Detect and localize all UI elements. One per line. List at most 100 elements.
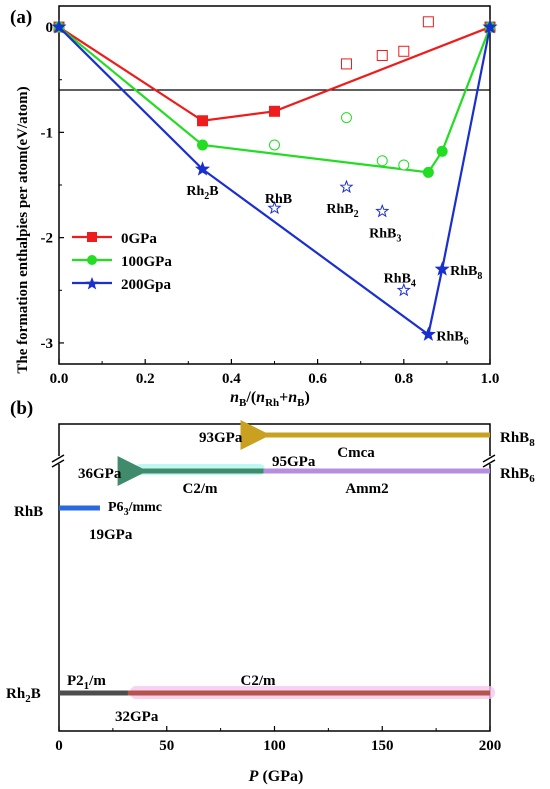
rh2b-main: Rh [6, 686, 26, 702]
x-tick-label-a-5: 1.0 [481, 371, 500, 387]
phase-label-rh2b-c2m: C2/m [241, 673, 277, 689]
legend-marker-0gpa [87, 232, 97, 242]
pressure-label-95gpa: 95GPa [272, 454, 316, 470]
phase-label-cmca: Cmca [337, 445, 375, 461]
y-tick-label-a-2: -2 [41, 231, 54, 247]
offhull-point-100gpa-1 [340, 112, 352, 124]
legend-label-200gpa: 200Gpa [121, 277, 172, 293]
compound-label-a-sub-5: 6 [464, 337, 469, 348]
axis-break-mark-right-2 [482, 459, 496, 468]
offhull-point-100gpa-2 [376, 155, 388, 167]
x-title-unit: (GPa) [258, 768, 303, 785]
offhull-point-0gpa-1 [376, 49, 388, 61]
compound-label-a-main-6: RhB [450, 264, 477, 279]
legend-marker-100gpa [87, 255, 97, 265]
compound-label-a-0: Rh2B [186, 184, 218, 202]
panel-a-enthalpy-chart: (a) 0.0 0.2 0.4 0.6 0.8 1.00-1-2-3 Rh2BRhBRhB… [10, 5, 500, 409]
y-tick-label-a-3: -3 [41, 336, 54, 352]
p21-rest: /m [88, 673, 106, 689]
series-group-a [51, 16, 498, 341]
compound-label-a-main-4: RhB [384, 271, 411, 286]
x-title-n1: n [230, 389, 239, 406]
panel-b-phase-diagram: (b) 0 50 100 150 200 Cmca C2/m Amm2 P63/mmc … [6, 398, 535, 785]
compound-label-a-sub-4: 4 [411, 278, 416, 289]
legend-a: 0GPa 100GPa 200Gpa [72, 231, 172, 293]
legend-item-0gpa: 0GPa [72, 231, 157, 247]
axis-break-mark-left-1 [51, 454, 65, 463]
x-axis-title-a: nB/(nRh+nB) [230, 389, 310, 409]
pressure-label-19gpa: 19GPa [89, 527, 133, 543]
point-200gpa-3 [434, 261, 450, 276]
compound-label-a-2: RhB2 [326, 202, 358, 220]
legend-label-0gpa: 0GPa [121, 231, 157, 247]
axis-break-right [482, 454, 496, 468]
point-0gpa-1 [197, 115, 209, 127]
x-tick-label-a-0: 0.0 [50, 371, 69, 387]
panel-a-label: (a) [10, 7, 32, 28]
x-title-sub-b2: B [297, 397, 305, 409]
x-tick-label-b-0: 0 [55, 738, 63, 754]
pressure-label-93gpa: 93GPa [199, 430, 243, 446]
x-title-p: P [248, 768, 259, 785]
hull-line-100gpa [58, 26, 492, 174]
pressure-label-32gpa: 32GPa [115, 709, 159, 725]
axis-break-left [51, 454, 65, 468]
compound-label-a-6: RhB8 [450, 264, 482, 282]
compound-label-rh2b: Rh2B [6, 686, 41, 705]
offhull-point-200gpa-3 [396, 282, 411, 297]
point-100gpa-2 [422, 166, 434, 178]
offhull-point-100gpa-0 [269, 139, 280, 151]
y-axis-title-a: The formation enthalpies per atom(eV/ato… [15, 86, 31, 373]
pressure-label-36gpa: 36GPa [78, 466, 122, 482]
compound-label-a-main-0: Rh [186, 184, 204, 199]
offhull-point-200gpa-1 [339, 179, 354, 194]
compound-label-a-1: RhB [265, 192, 292, 207]
axis-break-mark-right-1 [482, 454, 496, 463]
p21-main: P2 [67, 673, 84, 689]
x-axis-title-b: P (GPa) [248, 768, 304, 785]
legend-item-100gpa: 100GPa [72, 254, 172, 270]
p63-sub: 3 [124, 507, 129, 518]
rh2b-rest: B [31, 686, 41, 702]
x-title-sub-b1: B [239, 397, 247, 409]
legend-item-200gpa: 200Gpa [72, 277, 172, 293]
x-tick-label-a-3: 0.6 [308, 371, 327, 387]
offhull-point-200gpa-0 [267, 200, 282, 215]
x-title-plus: + [279, 389, 288, 406]
p21-sub: 1 [84, 680, 90, 692]
compound-label-a-4: RhB4 [384, 271, 416, 289]
x-title-sub-rh: Rh [265, 397, 279, 409]
compound-label-a-main-5: RhB [436, 330, 463, 345]
compound-label-a-main-3: RhB [369, 226, 396, 241]
x-tick-label-a-1: 0.2 [136, 371, 155, 387]
x-title-close: ) [305, 389, 310, 406]
plot-frame-a [58, 5, 491, 365]
legend-label-100gpa: 100GPa [121, 254, 172, 270]
x-tick-label-b-1: 50 [159, 738, 174, 754]
y-tick-label-a-1: -1 [41, 125, 54, 141]
axis-ticks-b: 0 50 100 150 200 [55, 726, 501, 754]
compound-label-a-main-1: RhB [265, 192, 292, 207]
compound-label-a-sub-3: 3 [396, 233, 401, 244]
rhb6-main: RhB [500, 466, 529, 482]
compound-label-rhb: RhB [14, 504, 43, 520]
offhull-point-0gpa-2 [398, 45, 410, 57]
point-200gpa-1 [194, 161, 211, 176]
compound-label-rhb8: RhB8 [500, 430, 535, 449]
point-100gpa-3 [436, 145, 448, 157]
compound-label-a-5: RhB6 [436, 330, 468, 348]
point-200gpa-4 [482, 19, 498, 34]
p63-rest: /mmc [128, 500, 162, 515]
compound-label-a-rest-0: B [209, 184, 218, 199]
offhull-point-100gpa-3 [398, 159, 410, 171]
rhb6-sub: 6 [529, 473, 535, 485]
compound-label-a-main-2: RhB [326, 202, 353, 217]
x-title-n3: n [288, 389, 297, 406]
offhull-point-0gpa-0 [340, 58, 352, 70]
compound-label-rhb6: RhB6 [500, 466, 535, 485]
compound-label-a-3: RhB3 [369, 226, 401, 244]
hull-line-0gpa [58, 26, 491, 122]
rh2b-sub: 2 [25, 693, 31, 705]
phase-label-rhb6-c2m: C2/m [183, 481, 219, 497]
